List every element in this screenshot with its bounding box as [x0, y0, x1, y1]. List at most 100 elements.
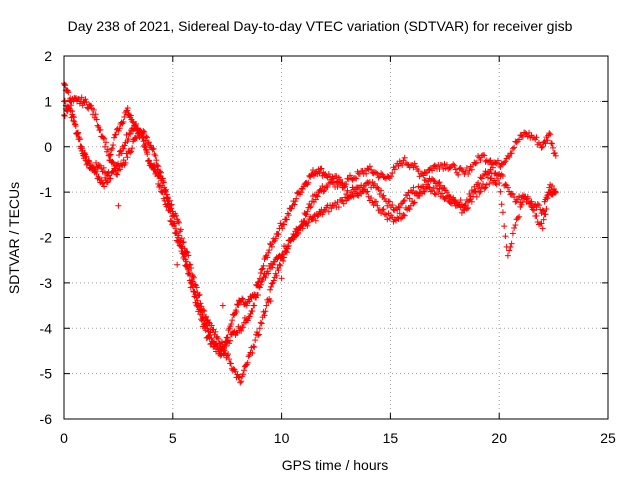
x-tick-label: 25	[600, 430, 616, 446]
plot-frame	[63, 55, 609, 420]
data-point	[88, 162, 95, 169]
data-point	[388, 173, 395, 180]
data-point	[180, 250, 187, 257]
data-point	[223, 342, 230, 349]
data-point	[260, 262, 267, 269]
data-point	[133, 135, 140, 142]
data-point	[389, 170, 396, 177]
data-point	[178, 235, 185, 242]
data-point	[297, 189, 304, 196]
data-point	[481, 185, 488, 192]
data-point	[189, 283, 196, 290]
data-point	[267, 286, 274, 293]
data-point	[516, 136, 523, 143]
data-point	[251, 344, 258, 351]
y-tick-label: -5	[40, 366, 53, 382]
data-point	[120, 145, 127, 152]
data-points	[61, 80, 559, 386]
data-point	[429, 167, 436, 174]
data-point	[313, 192, 320, 199]
data-point	[539, 143, 546, 150]
data-point	[496, 180, 503, 187]
data-point	[482, 184, 489, 191]
x-axis-label: GPS time / hours	[281, 457, 389, 473]
data-point	[379, 207, 386, 214]
data-point	[141, 128, 148, 135]
data-point	[374, 202, 381, 209]
data-point	[109, 145, 116, 152]
data-point	[249, 308, 256, 315]
data-point	[368, 195, 375, 202]
data-point	[61, 112, 68, 119]
data-point	[177, 226, 184, 233]
data-point	[172, 225, 179, 232]
data-point	[544, 137, 551, 144]
data-point	[312, 217, 319, 224]
data-point	[378, 170, 385, 177]
data-point	[257, 281, 264, 288]
data-point	[533, 134, 540, 141]
data-point	[304, 222, 311, 229]
data-point	[473, 193, 480, 200]
data-point	[364, 188, 371, 195]
data-point	[209, 338, 216, 345]
data-point	[410, 200, 417, 207]
data-point	[65, 89, 72, 96]
data-point	[540, 216, 547, 223]
data-point	[177, 237, 184, 244]
data-point	[389, 202, 396, 209]
data-point	[489, 164, 496, 171]
data-point	[104, 146, 111, 153]
y-tick-label: 1	[44, 93, 52, 109]
data-point	[539, 225, 546, 232]
data-point	[316, 170, 323, 177]
data-point	[160, 179, 167, 186]
data-point	[460, 206, 467, 213]
data-point	[450, 196, 457, 203]
data-point	[545, 191, 552, 198]
data-point-outlier	[278, 275, 285, 282]
data-point	[529, 206, 536, 213]
data-point	[450, 161, 457, 168]
data-point	[447, 200, 454, 207]
data-point	[233, 308, 240, 315]
data-point-outlier	[115, 202, 122, 209]
data-point	[407, 187, 414, 194]
data-point	[83, 99, 90, 106]
data-point	[268, 280, 275, 287]
data-point	[100, 164, 107, 171]
data-point	[122, 159, 129, 166]
data-point	[439, 190, 446, 197]
data-point	[132, 121, 139, 128]
data-point	[318, 165, 325, 172]
data-point	[171, 220, 178, 227]
data-point	[167, 217, 174, 224]
data-point	[78, 94, 85, 101]
data-point	[240, 371, 247, 378]
data-point	[401, 154, 408, 161]
data-point	[268, 264, 275, 271]
data-point	[322, 207, 329, 214]
data-point	[165, 198, 172, 205]
data-point	[548, 140, 555, 147]
data-point	[68, 114, 75, 121]
data-point	[215, 335, 222, 342]
data-point	[351, 175, 358, 182]
data-point	[178, 243, 185, 250]
data-point	[519, 199, 526, 206]
data-point	[199, 317, 206, 324]
data-point	[547, 131, 554, 138]
data-point	[291, 201, 298, 208]
data-point	[284, 243, 291, 250]
data-point	[345, 194, 352, 201]
data-point	[176, 238, 183, 245]
data-point	[90, 106, 97, 113]
data-point	[304, 208, 311, 215]
data-point	[378, 210, 385, 217]
data-point	[335, 204, 342, 211]
data-point	[238, 378, 245, 385]
data-point	[431, 190, 438, 197]
data-point	[494, 157, 501, 164]
data-point	[374, 184, 381, 191]
